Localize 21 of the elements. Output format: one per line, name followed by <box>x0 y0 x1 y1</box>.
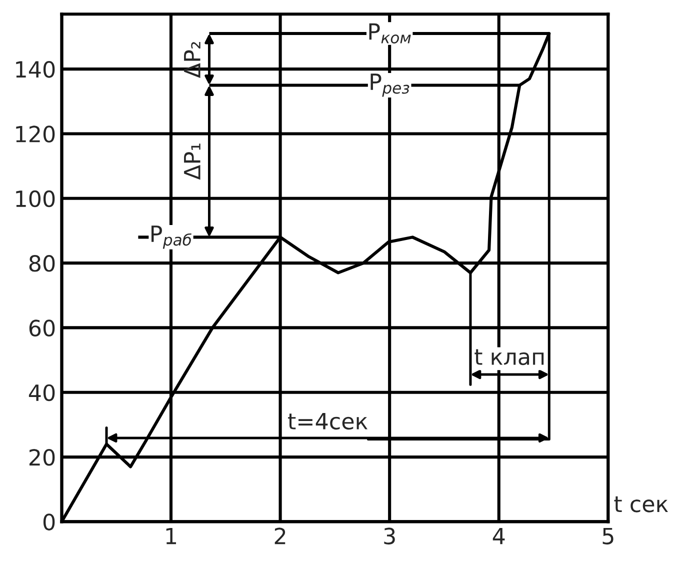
annotation: ΔP₁ <box>184 144 200 180</box>
annotation: t клап <box>474 349 544 366</box>
x-axis-title: t сек <box>614 496 668 512</box>
y-tick-label: 40 <box>28 384 55 402</box>
y-tick-label: 120 <box>16 126 55 142</box>
ref-line-label: P$_{рез}$ <box>370 74 410 97</box>
y-tick-label: 20 <box>29 448 55 466</box>
annotation: t=4сек <box>288 413 368 430</box>
x-tick-label: 5 <box>602 528 614 544</box>
y-tick-label: 0 <box>43 514 55 530</box>
y-tick-label: 80 <box>29 255 55 272</box>
x-tick-label: 3 <box>384 528 395 544</box>
ref-line-label: P$_{ком}$ <box>369 23 411 44</box>
y-tick-label: 100 <box>16 190 55 208</box>
annotation: ΔP₂ <box>184 42 200 78</box>
y-tick-label: 140 <box>16 61 55 78</box>
x-tick-label: 4 <box>492 528 505 544</box>
y-tick-label: 60 <box>29 320 55 336</box>
ref-line-label: P$_{раб}$ <box>152 226 192 249</box>
x-tick-label: 1 <box>166 528 176 544</box>
x-tick-label: 2 <box>274 528 286 544</box>
